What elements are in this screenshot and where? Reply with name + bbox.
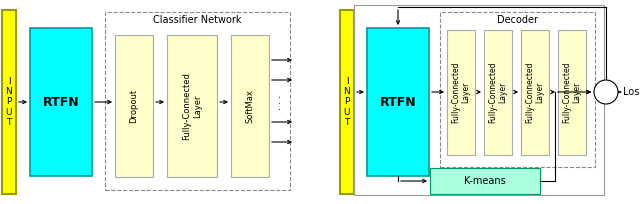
Bar (354, 5, 604, 195)
Bar (167, 35, 217, 177)
Bar (367, 28, 429, 176)
Text: Decoder: Decoder (497, 15, 538, 25)
Bar (105, 12, 290, 190)
Text: Fully-Connected
Layer: Fully-Connected Layer (525, 61, 545, 123)
Text: Fully-Connected
Layer: Fully-Connected Layer (563, 61, 582, 123)
Text: SoftMax: SoftMax (246, 89, 255, 123)
Text: RTFN: RTFN (380, 95, 416, 109)
Bar (2, 10, 16, 194)
Bar (340, 10, 354, 194)
Bar (231, 35, 269, 177)
Bar (447, 30, 475, 155)
Text: RTFN: RTFN (43, 95, 79, 109)
Text: Loss_rec: Loss_rec (623, 86, 640, 98)
Text: Fully-Connected
Layer: Fully-Connected Layer (451, 61, 470, 123)
Bar (558, 30, 586, 155)
Text: · · ·: · · · (276, 94, 286, 110)
Text: Fully-Connected
Layer: Fully-Connected Layer (182, 72, 202, 140)
Bar (115, 35, 153, 177)
Text: I
N
P
U
T: I N P U T (6, 77, 12, 127)
Bar (30, 28, 92, 176)
Text: Fully-Connected
Layer: Fully-Connected Layer (488, 61, 508, 123)
Bar (430, 168, 540, 194)
Text: K-means: K-means (464, 176, 506, 186)
Circle shape (594, 80, 618, 104)
Bar (484, 30, 512, 155)
Bar (521, 30, 549, 155)
Bar (440, 12, 595, 167)
Text: Classifier Network: Classifier Network (153, 15, 241, 25)
Text: Dropout: Dropout (129, 89, 138, 123)
Text: I
N
P
U
T: I N P U T (344, 77, 350, 127)
